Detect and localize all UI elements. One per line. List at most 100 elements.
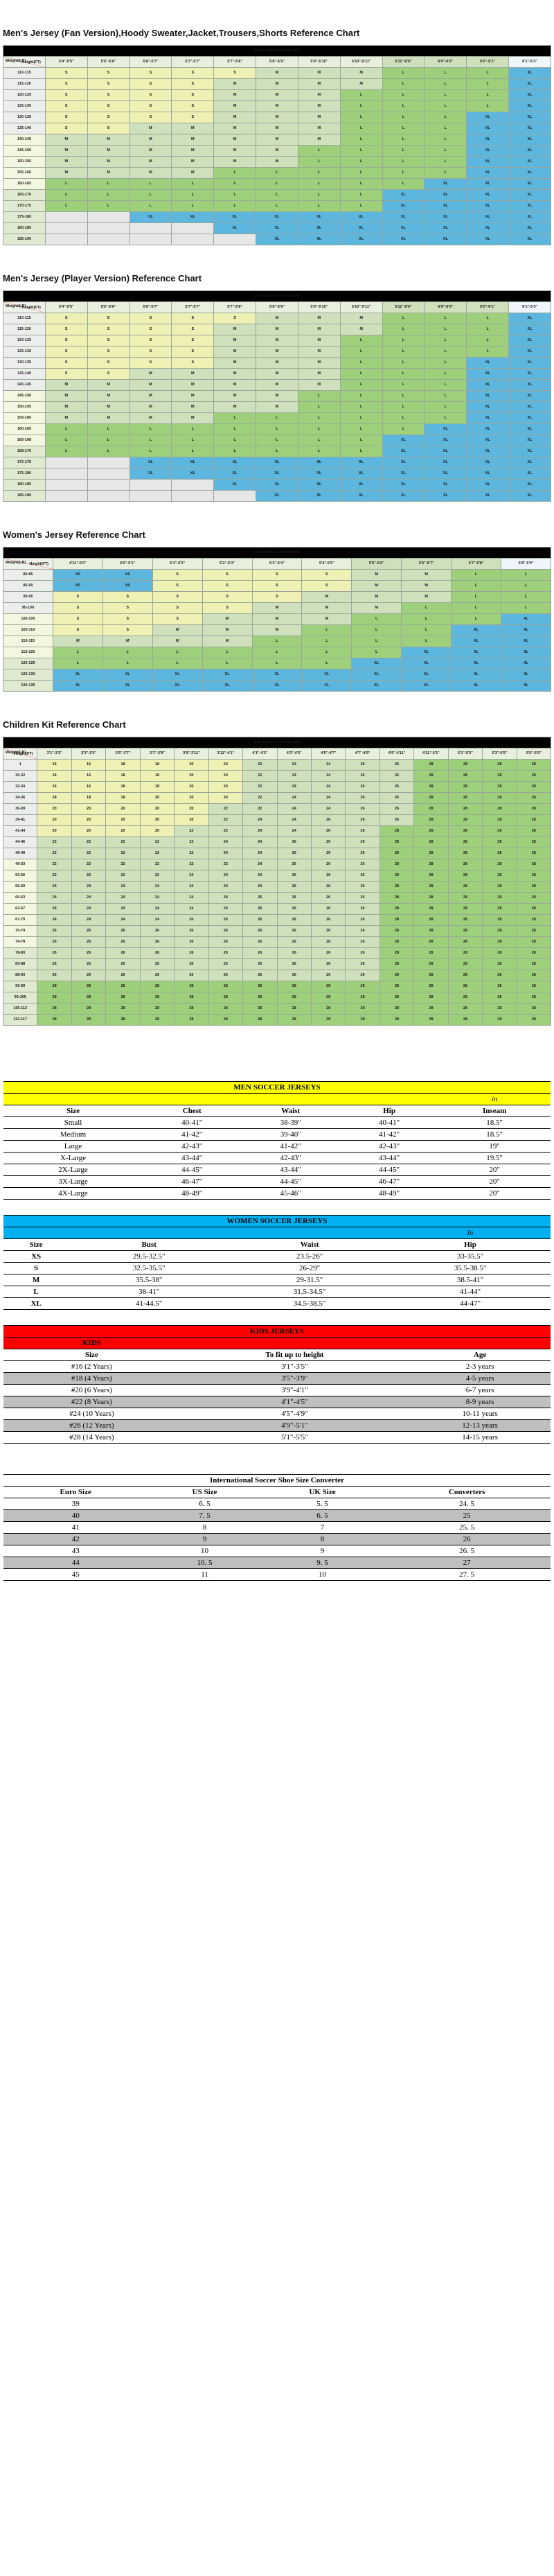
women_soccer-column-header: Hip — [390, 1238, 551, 1251]
women-row-label: 110-115 — [3, 636, 53, 647]
children-col-header: 4'3"-4'5" — [276, 748, 312, 760]
shoes-cell: 26 — [383, 1533, 551, 1545]
children-size-cell: 26 — [71, 970, 107, 981]
shoes-column-header: UK Size — [261, 1486, 384, 1498]
men_player-size-cell: M — [339, 324, 383, 335]
children-size-cell: 28 — [482, 914, 517, 926]
table-row: 130-135 S S S S M M M L L L XL XL — [3, 112, 551, 123]
table-row: 4X-Large 48-49" 45-46" 48-49" 20" — [3, 1187, 551, 1200]
children-size-cell: 20 — [139, 814, 175, 826]
children-size-cell: 28 — [413, 903, 449, 915]
women-size-cell: S — [152, 569, 203, 581]
women_soccer-cell: 34.5-38.5" — [229, 1297, 391, 1310]
women-size-cell: S — [152, 613, 203, 625]
women-size-cell: M — [401, 569, 452, 581]
women-size-cell: XL — [451, 669, 502, 681]
men_fan-row-label: 155-160 — [3, 167, 46, 179]
men_fan-size-cell: XL — [256, 234, 298, 245]
children-weight-label: Weight(LB) — [6, 751, 26, 755]
men_player-size-cell: M — [213, 357, 257, 369]
men_player-size-cell: M — [213, 346, 257, 358]
children-size-cell: 26 — [345, 892, 380, 904]
children-size-cell: 26 — [345, 881, 380, 893]
table-row: 60-63 24 24 24 24 24 24 26 26 26 26 28 28 28 28 28 — [2, 892, 552, 904]
women-size-cell: XL — [152, 669, 203, 681]
shoes-cell: 11 — [148, 1568, 262, 1581]
table-row: 115-120 L L L L L L L XL XL XL — [3, 647, 551, 658]
children-size-cell: 28 — [37, 1014, 72, 1026]
women_soccer-cell: 38-41" — [69, 1286, 230, 1298]
men_fan-size-cell: M — [297, 89, 341, 101]
children-size-cell: 26 — [242, 958, 278, 970]
men_player-size-cell: XL — [256, 457, 298, 468]
children-size-cell: 26 — [174, 970, 209, 981]
men_fan-size-cell: L — [424, 145, 467, 157]
children-size-cell: 28 — [276, 1014, 312, 1026]
women-size-cell: XL — [501, 658, 551, 669]
table-row: #16 (2 Years) 3'1"-3'5" 2-3 years — [3, 1360, 551, 1373]
women-size-cell: XL — [451, 636, 502, 647]
men_fan-size-cell: S — [44, 112, 88, 123]
men_fan-size-cell: L — [382, 167, 425, 179]
children-size-cell: 28 — [482, 848, 517, 859]
children-size-cell: 20 — [174, 759, 209, 771]
men_player-size-cell: XL — [508, 346, 551, 358]
men_fan-size-cell: S — [171, 78, 215, 90]
shoe-header-row: Euro Size US Size UK Size Converters — [3, 1486, 551, 1498]
men_player-size-cell: L — [382, 335, 425, 347]
men_player-size-cell: L — [424, 313, 467, 324]
men_fan-col-header: 5'9"-5'10" — [297, 56, 341, 68]
table-row: 1 16 16 18 18 20 20 22 24 24 26 26 28 28 28 28 — [2, 759, 552, 771]
children-size-cell: 22 — [71, 836, 107, 848]
children-size-cell: 26 — [310, 914, 346, 926]
women-title: Women's Jersey Reference Chart — [3, 529, 145, 540]
men_soccer-cell: 40-41" — [143, 1116, 242, 1129]
men_player-size-cell: XL — [466, 401, 510, 413]
men_player-size-cell: XL — [508, 446, 551, 457]
table-row: #22 (8 Years) 4'1"-4'5" 8-9 years — [3, 1396, 551, 1408]
men_soccer-cell: 38-39" — [241, 1116, 340, 1129]
children-size-cell: 28 — [310, 981, 346, 992]
men_fan-size-cell: M — [213, 78, 257, 90]
men_fan-size-cell: M — [44, 134, 88, 146]
men_fan-size-cell: XL — [339, 211, 383, 223]
women-size-cell: L — [251, 636, 303, 647]
kids-cell: #20 (6 Years) — [3, 1384, 180, 1396]
men_player-size-cell: XL — [466, 423, 510, 435]
children-size-cell: 28 — [37, 981, 72, 992]
men_fan-row-label: 110-115 — [3, 67, 46, 79]
men_fan-size-cell: M — [44, 145, 88, 157]
table-row: 41 8 7 25. 5 — [3, 1521, 551, 1534]
men_player-size-cell: XL — [508, 479, 551, 491]
children-size-cell: 26 — [242, 925, 278, 937]
children-size-cell: 28 — [413, 836, 449, 848]
children-size-cell: 18 — [139, 759, 175, 771]
children-size-cell: 26 — [310, 958, 346, 970]
men_player-size-cell: M — [213, 324, 257, 335]
shoes-cell: 27. 5 — [383, 1568, 551, 1581]
children-size-cell: 16 — [71, 770, 107, 782]
children-size-cell: 28 — [482, 881, 517, 893]
men_player-size-cell: S — [87, 346, 130, 358]
children-size-cell: 22 — [242, 759, 278, 771]
table-row: 120-125 S S S S M M M L L L L XL — [3, 335, 551, 347]
children-size-cell: 28 — [482, 859, 517, 870]
children-size-cell: 28 — [482, 814, 517, 826]
women-row-label: 85-90 — [3, 580, 53, 592]
children-size-cell: 22 — [37, 870, 72, 882]
table-row: 39-41 20 20 20 20 20 22 24 24 26 26 26 28 28 28 28 — [2, 814, 552, 826]
men_fan-size-cell: XL — [466, 134, 510, 146]
men_fan-size-cell: M — [44, 156, 88, 168]
table-row: 175-180 XL XL XL XL XL XL XL XL XL XL — [3, 468, 551, 480]
shoes-cell: 10 — [261, 1568, 384, 1581]
table-row: 125-130 XL XL XL XL XL XL XL XL XL XL — [3, 669, 551, 681]
children-size-cell: 26 — [345, 792, 380, 804]
children-row-label: 44-46 — [2, 836, 38, 848]
women-size-cell: XL — [451, 647, 502, 658]
shoes-cell: 25. 5 — [383, 1521, 551, 1534]
men_player-size-cell: XL — [466, 357, 510, 369]
men_player-size-cell: S — [44, 313, 88, 324]
children-size-cell: 26 — [37, 925, 72, 937]
men_fan-size-cell: XL — [508, 67, 551, 79]
men_player-size-cell: XL — [382, 446, 425, 457]
